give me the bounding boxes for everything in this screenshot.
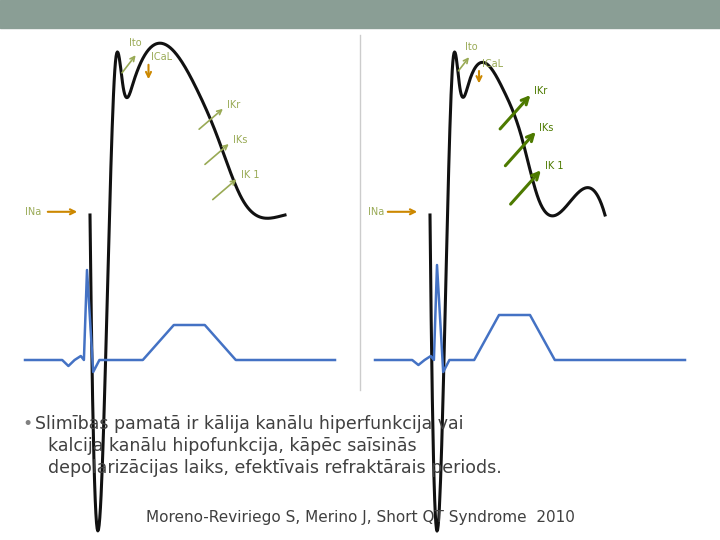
- Text: IKs: IKs: [233, 135, 247, 145]
- Text: IKr: IKr: [227, 100, 240, 110]
- Text: depolarizācijas laiks, efektīvais refraktārais periods.: depolarizācijas laiks, efektīvais refrak…: [48, 459, 502, 477]
- Text: Moreno-Reviriego S, Merino J, Short QT Syndrome  2010: Moreno-Reviriego S, Merino J, Short QT S…: [145, 510, 575, 525]
- Text: Ito: Ito: [464, 42, 477, 52]
- Text: INa: INa: [25, 207, 41, 217]
- Text: IKs: IKs: [539, 123, 554, 133]
- Text: ICaL: ICaL: [482, 59, 503, 69]
- Text: IK 1: IK 1: [545, 161, 563, 171]
- Text: kalcija kanālu hipofunkcija, kāpēc saīsinās: kalcija kanālu hipofunkcija, kāpēc saīsi…: [48, 437, 417, 455]
- Text: INa: INa: [368, 207, 384, 217]
- Text: Slimības pamatā ir kālija kanālu hiperfunkcija vai: Slimības pamatā ir kālija kanālu hiperfu…: [35, 415, 464, 433]
- Text: IKr: IKr: [534, 86, 547, 96]
- Text: ICaL: ICaL: [151, 52, 173, 62]
- Text: •: •: [22, 415, 32, 433]
- Bar: [0, 0, 720, 28]
- Text: IK 1: IK 1: [240, 171, 259, 180]
- Text: Ito: Ito: [130, 38, 142, 48]
